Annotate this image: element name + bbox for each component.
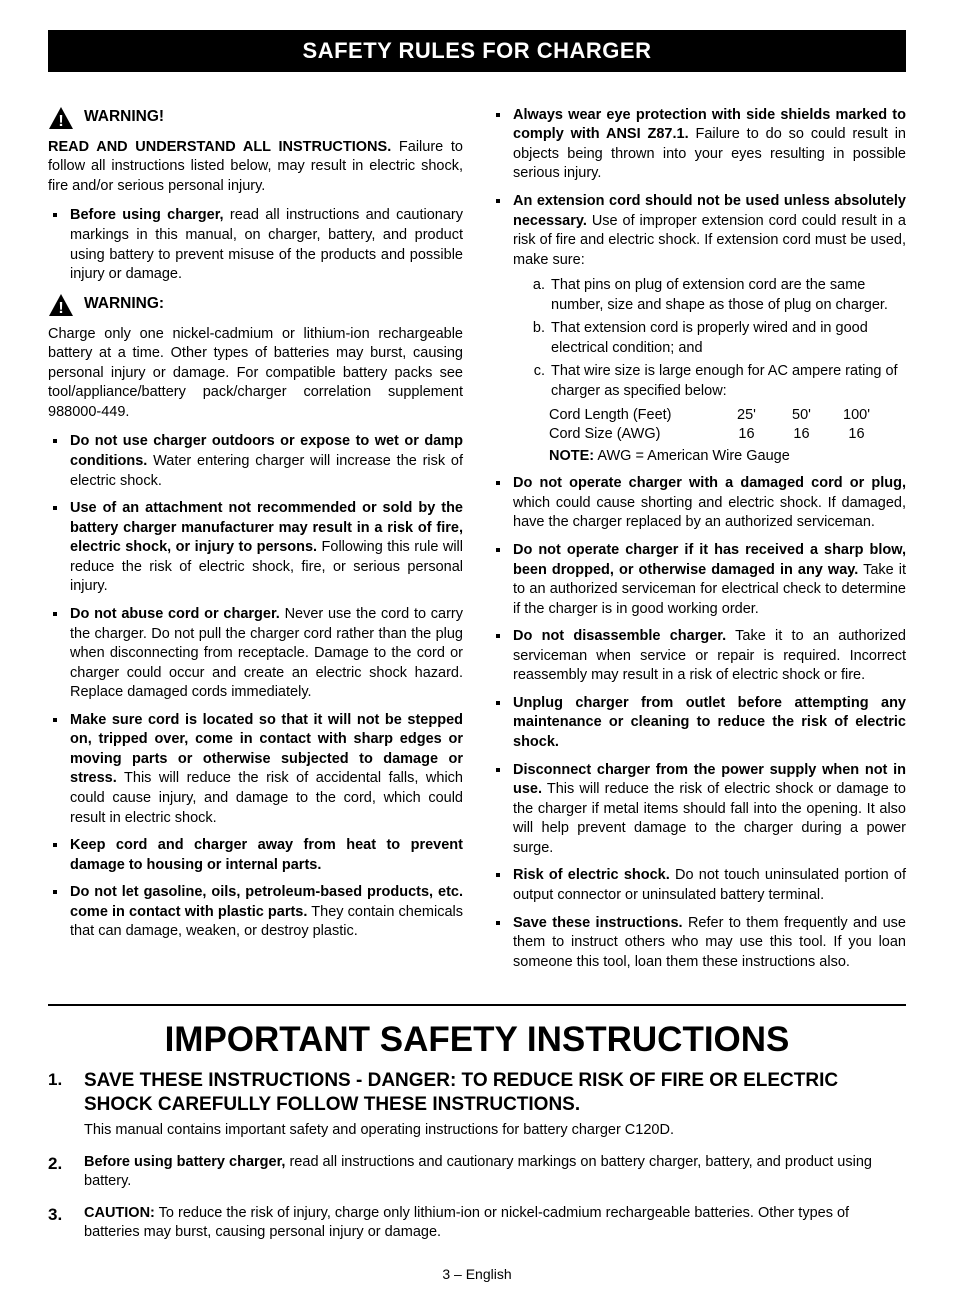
warning-2-body: Charge only one nickel-cadmium or lithiu… [48, 325, 463, 423]
item-1-body: This manual contains important safety an… [84, 1121, 906, 1141]
list-item: Do not operate charger if it has receive… [511, 541, 906, 619]
bullet-rest: This will reduce the risk of electric sh… [513, 781, 906, 856]
warning-label-2: WARNING: [84, 294, 164, 315]
item-2-bold: Before using battery charger, [84, 1154, 285, 1170]
sub-item: That extension cord is properly wired an… [549, 319, 906, 358]
note-rest: AWG = American Wire Gauge [594, 448, 790, 464]
bullet-rest: This will reduce the risk of accidental … [70, 770, 463, 825]
numbered-item-3: CAUTION: To reduce the risk of injury, c… [48, 1204, 906, 1243]
section-header-bar: SAFETY RULES FOR CHARGER [48, 30, 906, 72]
warning-triangle-icon: ! [48, 293, 74, 317]
bullet-bold: Before using charger, [70, 207, 224, 223]
bullet-bold: Do not disassemble charger. [513, 628, 726, 644]
list-item: Disconnect charger from the power supply… [511, 761, 906, 859]
warning-block-2: ! WARNING: [48, 293, 463, 317]
warning-triangle-icon: ! [48, 106, 74, 130]
cord-val: 100' [829, 406, 884, 426]
cord-val: 25' [719, 406, 774, 426]
important-safety-title: IMPORTANT SAFETY INSTRUCTIONS [48, 1016, 906, 1063]
table-row: Cord Size (AWG) 16 16 16 [549, 425, 906, 445]
sub-item: That wire size is large enough for AC am… [549, 362, 906, 401]
extension-cord-sublist: That pins on plug of extension cord are … [513, 276, 906, 401]
list-item: Unplug charger from outlet before attemp… [511, 694, 906, 753]
list-item: Do not let gasoline, oils, petroleum-bas… [68, 883, 463, 942]
bullet-bold: Risk of electric shock. [513, 867, 670, 883]
right-bullets: Always wear eye protection with side shi… [491, 106, 906, 973]
numbered-item-1: SAVE THESE INSTRUCTIONS - DANGER: TO RED… [48, 1069, 906, 1140]
table-row: Cord Length (Feet) 25' 50' 100' [549, 406, 906, 426]
list-item: Use of an attachment not recommended or … [68, 499, 463, 597]
item-3-bold: CAUTION: [84, 1205, 155, 1221]
svg-text:!: ! [58, 300, 63, 317]
cord-size-label: Cord Size (AWG) [549, 425, 719, 445]
bullet-bold: Save these instructions. [513, 915, 683, 931]
list-item: Save these instructions. Refer to them f… [511, 914, 906, 973]
cord-length-label: Cord Length (Feet) [549, 406, 719, 426]
left-bullets-pre: Before using charger, read all instructi… [48, 206, 463, 284]
note-bold: NOTE: [549, 448, 594, 464]
page-footer: 3 – English [48, 1265, 906, 1284]
two-column-layout: ! WARNING! READ AND UNDERSTAND ALL INSTR… [48, 100, 906, 981]
list-item: Do not use charger outdoors or expose to… [68, 432, 463, 491]
sub-item: That pins on plug of extension cord are … [549, 276, 906, 315]
list-item: Do not abuse cord or charger. Never use … [68, 605, 463, 703]
bullet-bold: Keep cord and charger away from heat to … [70, 837, 463, 873]
warning-label-1: WARNING! [84, 107, 164, 128]
list-item: Make sure cord is located so that it wil… [68, 711, 463, 828]
bullet-bold: Do not operate charger if it has receive… [513, 542, 906, 578]
list-item: Do not operate charger with a damaged co… [511, 474, 906, 533]
list-item: Keep cord and charger away from heat to … [68, 836, 463, 875]
cord-val: 16 [774, 425, 829, 445]
cord-val: 16 [719, 425, 774, 445]
left-bullets: Do not use charger outdoors or expose to… [48, 432, 463, 942]
item-1-heading: SAVE THESE INSTRUCTIONS - DANGER: TO RED… [84, 1069, 906, 1117]
bullet-bold: Do not abuse cord or charger. [70, 606, 280, 622]
left-column: ! WARNING! READ AND UNDERSTAND ALL INSTR… [48, 100, 463, 981]
cord-val: 50' [774, 406, 829, 426]
list-item: Before using charger, read all instructi… [68, 206, 463, 284]
cord-val: 16 [829, 425, 884, 445]
warning-1-bold: READ AND UNDERSTAND ALL INSTRUCTIONS. [48, 139, 391, 155]
cord-spec-table: Cord Length (Feet) 25' 50' 100' Cord Siz… [513, 406, 906, 445]
important-numbered-list: SAVE THESE INSTRUCTIONS - DANGER: TO RED… [48, 1069, 906, 1242]
list-item: Always wear eye protection with side shi… [511, 106, 906, 184]
warning-1-body: READ AND UNDERSTAND ALL INSTRUCTIONS. Fa… [48, 138, 463, 197]
awg-note: NOTE: AWG = American Wire Gauge [513, 447, 906, 467]
section-separator [48, 1004, 906, 1006]
list-item: Do not disassemble charger. Take it to a… [511, 627, 906, 686]
extension-cord-item: An extension cord should not be used unl… [511, 192, 906, 466]
svg-text:!: ! [58, 113, 63, 130]
right-column: Always wear eye protection with side shi… [491, 100, 906, 981]
bullet-bold: Unplug charger from outlet before attemp… [513, 695, 906, 750]
bullet-bold: Do not operate charger with a damaged co… [513, 475, 906, 491]
list-item: Risk of electric shock. Do not touch uni… [511, 866, 906, 905]
bullet-rest: which could cause shorting and electric … [513, 495, 906, 531]
warning-block-1: ! WARNING! [48, 106, 463, 130]
numbered-item-2: Before using battery charger, read all i… [48, 1153, 906, 1192]
